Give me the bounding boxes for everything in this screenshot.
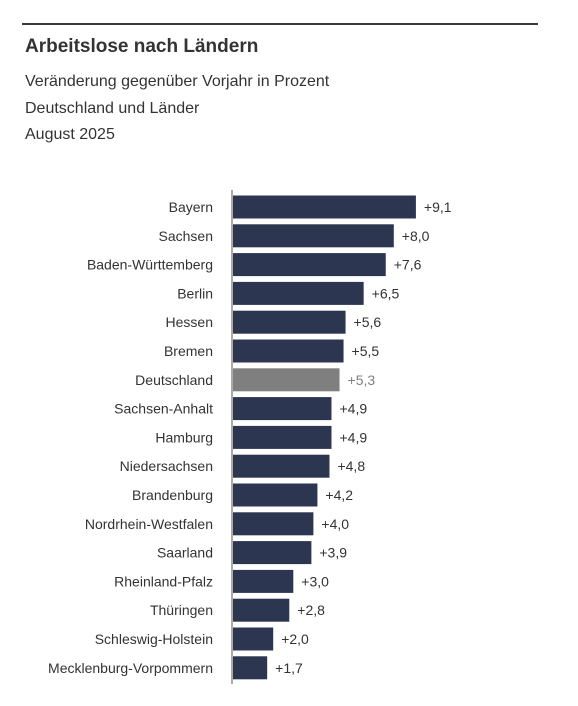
- value-label-14: +2,8: [297, 602, 325, 618]
- category-label-15: Schleswig-Holstein: [95, 631, 213, 647]
- value-label-5: +5,5: [352, 343, 380, 359]
- value-label-3: +6,5: [372, 285, 400, 301]
- category-label-8: Hamburg: [155, 429, 213, 445]
- category-label-1: Sachsen: [159, 228, 213, 244]
- top-rule: [22, 23, 538, 25]
- bar-9: [233, 454, 330, 478]
- value-label-9: +4,8: [337, 458, 365, 474]
- category-label-5: Bremen: [164, 343, 213, 359]
- category-label-10: Brandenburg: [132, 487, 213, 503]
- value-label-15: +2,0: [281, 631, 309, 647]
- bar-14: [233, 598, 290, 622]
- category-label-6: Deutschland: [135, 372, 213, 388]
- category-label-0: Bayern: [169, 199, 213, 215]
- category-label-12: Saarland: [157, 545, 213, 561]
- value-label-10: +4,2: [325, 487, 353, 503]
- value-label-2: +7,6: [394, 257, 422, 273]
- bar-2: [233, 253, 386, 277]
- chart-title: Arbeitslose nach Ländern: [25, 36, 259, 57]
- category-label-4: Hessen: [166, 314, 213, 330]
- value-label-7: +4,9: [339, 401, 367, 417]
- category-label-9: Niedersachsen: [120, 458, 213, 474]
- category-label-3: Berlin: [177, 285, 213, 301]
- bar-13: [233, 569, 294, 593]
- value-label-0: +9,1: [424, 199, 452, 215]
- value-label-6: +5,3: [348, 372, 376, 388]
- chart-subtitle: Veränderung gegenüber Vorjahr in Prozent: [25, 73, 330, 90]
- bar-7: [233, 397, 332, 421]
- category-label-13: Rheinland-Pfalz: [114, 573, 213, 589]
- bar-0: [233, 195, 416, 219]
- bar-3: [233, 281, 364, 305]
- chart-scope: Deutschland und Länder: [25, 100, 200, 117]
- value-label-12: +3,9: [319, 545, 347, 561]
- bar-5: [233, 339, 344, 363]
- bar-12: [233, 541, 312, 565]
- value-label-11: +4,0: [321, 516, 349, 532]
- bar-15: [233, 627, 274, 651]
- bar-10: [233, 483, 318, 507]
- value-label-13: +3,0: [301, 573, 329, 589]
- value-label-8: +4,9: [339, 429, 367, 445]
- bar-8: [233, 425, 332, 449]
- category-label-16: Mecklenburg-Vorpommern: [48, 660, 213, 676]
- value-label-1: +8,0: [402, 228, 430, 244]
- value-label-4: +5,6: [354, 314, 382, 330]
- bar-11: [233, 512, 314, 536]
- category-label-2: Baden-Württemberg: [87, 257, 213, 273]
- category-label-14: Thüringen: [150, 602, 213, 618]
- bar-16: [233, 656, 268, 680]
- bar-4: [233, 310, 346, 334]
- category-label-7: Sachsen-Anhalt: [114, 401, 213, 417]
- value-label-16: +1,7: [275, 660, 303, 676]
- bar-1: [233, 224, 394, 248]
- category-label-11: Nordrhein-Westfalen: [85, 516, 213, 532]
- bar-6: [233, 368, 340, 392]
- chart-period: August 2025: [25, 126, 115, 143]
